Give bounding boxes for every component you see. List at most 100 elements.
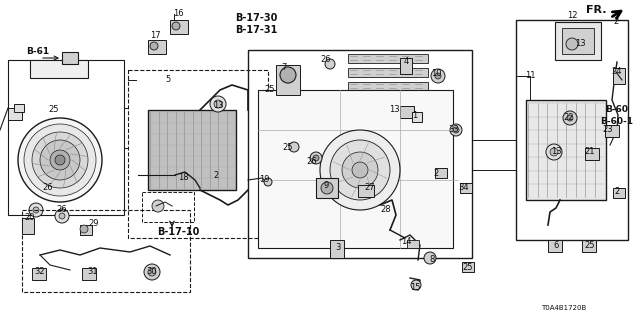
Circle shape bbox=[567, 115, 573, 121]
Text: FR.: FR. bbox=[586, 5, 606, 15]
Circle shape bbox=[55, 155, 65, 165]
Text: 30: 30 bbox=[147, 268, 157, 276]
Circle shape bbox=[453, 127, 459, 133]
Bar bbox=[407, 240, 419, 248]
Text: 25: 25 bbox=[49, 106, 60, 115]
Circle shape bbox=[424, 252, 436, 264]
Bar bbox=[8, 108, 22, 120]
Text: 12: 12 bbox=[567, 12, 577, 20]
Bar bbox=[348, 82, 428, 91]
Text: 2: 2 bbox=[613, 18, 619, 27]
Text: 31: 31 bbox=[88, 268, 99, 276]
Circle shape bbox=[210, 96, 226, 112]
Text: B-61: B-61 bbox=[26, 47, 49, 57]
Text: 20: 20 bbox=[25, 213, 35, 222]
Circle shape bbox=[172, 22, 180, 30]
Bar bbox=[435, 168, 447, 178]
Text: 24: 24 bbox=[612, 68, 622, 76]
Circle shape bbox=[283, 69, 289, 75]
Text: B-60: B-60 bbox=[605, 106, 628, 115]
Text: 17: 17 bbox=[150, 31, 160, 41]
Text: 2: 2 bbox=[433, 170, 438, 179]
Circle shape bbox=[431, 69, 445, 83]
Bar bbox=[128, 70, 268, 238]
Text: 4: 4 bbox=[403, 58, 408, 67]
Circle shape bbox=[287, 79, 293, 85]
Text: 27: 27 bbox=[365, 183, 375, 193]
Bar bbox=[412, 112, 422, 122]
Bar bbox=[400, 106, 414, 118]
Bar bbox=[348, 96, 428, 105]
Bar bbox=[32, 268, 46, 280]
Circle shape bbox=[32, 132, 88, 188]
Circle shape bbox=[313, 155, 319, 161]
Text: 3: 3 bbox=[335, 244, 340, 252]
Bar bbox=[348, 54, 428, 63]
Circle shape bbox=[148, 268, 156, 276]
Circle shape bbox=[352, 162, 368, 178]
Bar bbox=[14, 104, 24, 112]
Circle shape bbox=[320, 130, 400, 210]
Bar bbox=[516, 20, 628, 240]
Bar bbox=[142, 192, 194, 222]
Text: 9: 9 bbox=[323, 181, 328, 190]
Bar bbox=[613, 68, 625, 84]
Text: 13: 13 bbox=[212, 100, 223, 109]
Text: 22: 22 bbox=[564, 114, 574, 123]
Text: 34: 34 bbox=[459, 183, 469, 193]
Circle shape bbox=[450, 124, 462, 136]
Circle shape bbox=[321, 182, 333, 194]
Text: 2: 2 bbox=[614, 188, 620, 196]
Text: 16: 16 bbox=[173, 10, 183, 19]
Circle shape bbox=[289, 142, 299, 152]
Text: 25: 25 bbox=[585, 242, 595, 251]
Circle shape bbox=[280, 67, 296, 83]
Text: 13: 13 bbox=[575, 39, 586, 49]
Bar bbox=[316, 178, 338, 198]
Text: 26: 26 bbox=[307, 157, 317, 166]
Circle shape bbox=[150, 42, 158, 50]
Text: 6: 6 bbox=[554, 242, 559, 251]
Bar bbox=[148, 40, 166, 54]
Circle shape bbox=[563, 111, 577, 125]
Text: T0A4B1720B: T0A4B1720B bbox=[541, 305, 587, 311]
Text: 25: 25 bbox=[283, 143, 293, 153]
Bar bbox=[258, 90, 453, 248]
Text: 26: 26 bbox=[321, 55, 332, 65]
Text: 29: 29 bbox=[89, 220, 99, 228]
Bar bbox=[8, 60, 124, 215]
Bar bbox=[526, 100, 606, 200]
Circle shape bbox=[264, 178, 272, 186]
Bar bbox=[605, 125, 619, 137]
Text: 14: 14 bbox=[401, 237, 412, 246]
Circle shape bbox=[330, 140, 390, 200]
Bar bbox=[148, 110, 236, 190]
Circle shape bbox=[280, 66, 292, 78]
Bar bbox=[248, 50, 472, 258]
Bar bbox=[276, 65, 300, 95]
Bar bbox=[613, 188, 625, 198]
Text: 5: 5 bbox=[165, 76, 171, 84]
Bar bbox=[585, 148, 599, 160]
Text: B-60-1: B-60-1 bbox=[600, 117, 634, 126]
Text: 26: 26 bbox=[57, 205, 67, 214]
Text: 10: 10 bbox=[431, 69, 441, 78]
Circle shape bbox=[24, 124, 96, 196]
Text: 8: 8 bbox=[429, 255, 435, 265]
Bar bbox=[400, 58, 412, 74]
Circle shape bbox=[144, 264, 160, 280]
Bar bbox=[582, 240, 596, 252]
Text: 26: 26 bbox=[43, 183, 53, 193]
Text: 19: 19 bbox=[259, 175, 269, 185]
Circle shape bbox=[342, 152, 378, 188]
Circle shape bbox=[55, 209, 69, 223]
Text: 18: 18 bbox=[178, 173, 188, 182]
Text: 7: 7 bbox=[282, 63, 287, 73]
Circle shape bbox=[310, 152, 322, 164]
Text: 15: 15 bbox=[410, 284, 420, 292]
Circle shape bbox=[80, 225, 88, 233]
Circle shape bbox=[59, 213, 65, 219]
Circle shape bbox=[40, 140, 80, 180]
Text: 23: 23 bbox=[603, 125, 613, 134]
Bar bbox=[562, 28, 594, 54]
